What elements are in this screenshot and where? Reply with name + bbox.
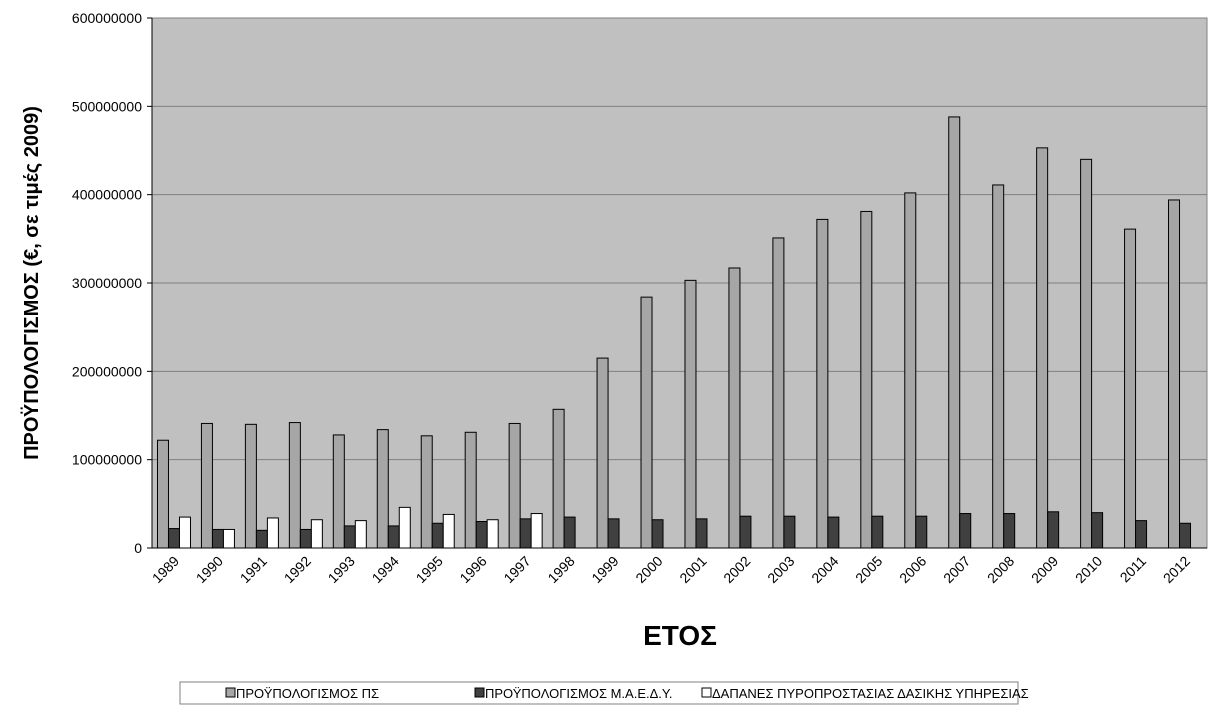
- bar: [519, 518, 532, 549]
- bar: [222, 528, 235, 549]
- bar: [695, 518, 708, 549]
- x-tick-label: 1999: [588, 553, 621, 586]
- x-tick-label: 2006: [896, 553, 929, 586]
- bar: [783, 515, 796, 549]
- x-tick-label: 2000: [632, 553, 665, 586]
- bar: [442, 513, 455, 549]
- bar: [486, 519, 499, 549]
- bar: [343, 525, 356, 549]
- bar: [607, 518, 620, 549]
- bar: [651, 519, 664, 549]
- x-tick-label: 1997: [500, 553, 533, 586]
- bar: [200, 422, 213, 549]
- bar: [244, 423, 257, 549]
- bar: [827, 516, 840, 549]
- bar: [530, 513, 543, 549]
- bar: [684, 279, 697, 549]
- bar: [772, 237, 785, 549]
- bar: [1003, 513, 1016, 549]
- x-tick-label: 2005: [852, 553, 885, 586]
- x-tick-label: 1998: [544, 553, 577, 586]
- bar: [959, 513, 972, 549]
- bar: [860, 210, 873, 549]
- bar: [420, 435, 433, 549]
- bar: [376, 429, 389, 549]
- bar: [1124, 228, 1137, 549]
- bar: [387, 525, 400, 549]
- x-tick-label: 2007: [940, 553, 973, 586]
- x-tick-label: 1993: [325, 553, 358, 586]
- legend-label: ΔΑΠΑΝΕΣ ΠΥΡΟΠΡΟΣΤΑΣΙΑΣ ΔΑΣΙΚΗΣ ΥΠΗΡΕΣΙΑΣ: [712, 686, 1029, 701]
- bar: [739, 515, 752, 549]
- x-tick-label: 1994: [369, 553, 402, 586]
- bar: [167, 528, 180, 549]
- x-tick-label: 2010: [1072, 553, 1105, 586]
- bar: [310, 519, 323, 549]
- bar: [288, 422, 301, 549]
- bar: [1168, 199, 1181, 549]
- legend-swatch: [474, 687, 485, 698]
- legend-box: [179, 681, 1019, 705]
- bar: [431, 522, 444, 549]
- bar: [266, 517, 279, 549]
- x-tick-label: 1996: [456, 553, 489, 586]
- bar: [1179, 522, 1192, 549]
- bar: [255, 529, 268, 549]
- bar: [563, 516, 576, 549]
- x-tick-label: 1991: [237, 553, 270, 586]
- bar: [332, 434, 345, 549]
- bar: [299, 528, 312, 549]
- y-axis-title: ΠΡΟΫΠΟΛΟΓΙΣΜΟΣ (€, σε τιμές 2009): [20, 106, 43, 460]
- bar: [508, 422, 521, 549]
- bar: [1135, 520, 1148, 549]
- bar: [816, 218, 829, 549]
- bar: [728, 267, 741, 549]
- bar: [871, 515, 884, 549]
- bar: [948, 116, 961, 549]
- x-tick-label: 2012: [1160, 553, 1193, 586]
- y-tick-label: 100000000: [72, 452, 142, 468]
- bar: [1091, 512, 1104, 549]
- x-tick-label: 1995: [413, 553, 446, 586]
- x-tick-label: 2004: [808, 553, 841, 586]
- bar: [1047, 511, 1060, 549]
- x-tick-label: 2011: [1117, 553, 1150, 586]
- bar: [156, 439, 169, 549]
- bar: [1080, 158, 1093, 549]
- bar: [992, 184, 1005, 549]
- bar: [464, 431, 477, 549]
- x-tick-label: 2001: [676, 553, 709, 586]
- y-tick-label: 300000000: [72, 275, 142, 291]
- legend-label: ΠΡΟΫΠΟΛΟΓΙΣΜΟΣ Μ.Α.Ε.Δ.Υ.: [485, 686, 673, 701]
- x-tick-label: 1992: [281, 553, 314, 586]
- x-tick-label: 2003: [764, 553, 797, 586]
- x-tick-label: 1990: [193, 553, 226, 586]
- x-tick-label: 2008: [984, 553, 1017, 586]
- bar: [211, 528, 224, 549]
- bar: [640, 296, 653, 549]
- x-tick-label: 1989: [149, 553, 182, 586]
- y-tick-label: 0: [134, 540, 142, 556]
- y-tick-label: 200000000: [72, 363, 142, 379]
- bar: [552, 408, 565, 549]
- legend-label: ΠΡΟΫΠΟΛΟΓΙΣΜΟΣ ΠΣ: [236, 686, 379, 701]
- bar: [904, 192, 917, 549]
- x-axis-title: ΕΤΟΣ: [643, 620, 717, 651]
- legend-swatch: [225, 687, 236, 698]
- x-tick-label: 2009: [1028, 553, 1061, 586]
- y-tick-label: 400000000: [72, 187, 142, 203]
- x-tick-label: 2002: [720, 553, 753, 586]
- y-tick-label: 500000000: [72, 98, 142, 114]
- bar: [178, 516, 191, 549]
- y-tick-label: 600000000: [72, 10, 142, 26]
- legend-swatch: [701, 687, 712, 698]
- bar: [354, 520, 367, 549]
- bar: [596, 357, 609, 549]
- bar: [475, 521, 488, 549]
- bar: [398, 506, 411, 549]
- bar: [1036, 147, 1049, 549]
- bar: [915, 515, 928, 549]
